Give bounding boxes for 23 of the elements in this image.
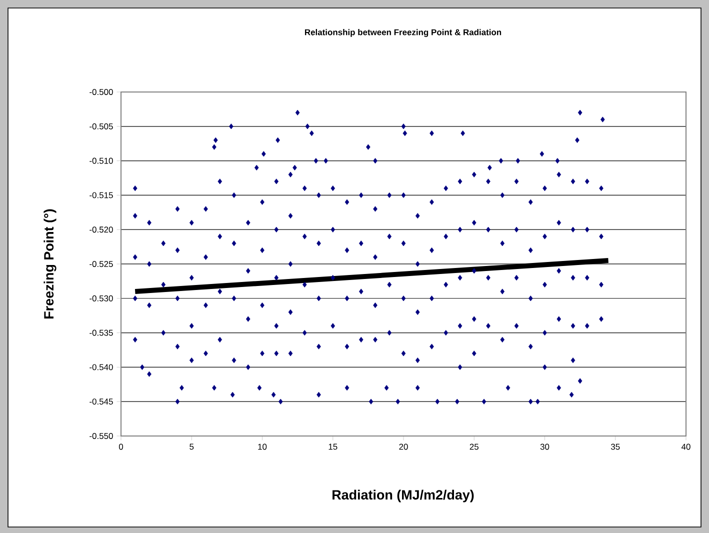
chart-title: Relationship between Freezing Point & Radiation — [305, 29, 502, 37]
x-tick-label: 0 — [118, 444, 124, 450]
x-tick-label: 15 — [328, 444, 338, 450]
x-tick-label: 40 — [681, 444, 690, 450]
y-tick-label: -0.510 — [90, 158, 113, 164]
x-tick-label: 35 — [611, 444, 620, 450]
x-tick-label: 30 — [540, 444, 550, 450]
x-axis-title: Radiation (MJ/m2/day) — [332, 490, 474, 502]
y-tick-label: -0.540 — [90, 364, 113, 370]
y-tick-label: -0.515 — [90, 192, 113, 198]
y-tick-label: -0.500 — [90, 89, 113, 95]
y-tick-label: -0.525 — [90, 260, 113, 267]
x-tick-label: 20 — [399, 444, 408, 450]
y-tick-label: -0.545 — [90, 398, 113, 405]
y-axis-title: Freezing Point (°) — [44, 209, 56, 318]
y-tick-label: -0.505 — [90, 123, 113, 130]
y-tick-label: -0.550 — [90, 432, 113, 439]
x-tick-label: 25 — [470, 444, 478, 450]
x-tick-label: 10 — [258, 444, 267, 450]
y-tick-label: -0.520 — [90, 226, 113, 233]
y-tick-label: -0.535 — [90, 330, 113, 336]
x-tick-label: 5 — [190, 444, 194, 450]
y-tick-label: -0.530 — [90, 295, 113, 302]
